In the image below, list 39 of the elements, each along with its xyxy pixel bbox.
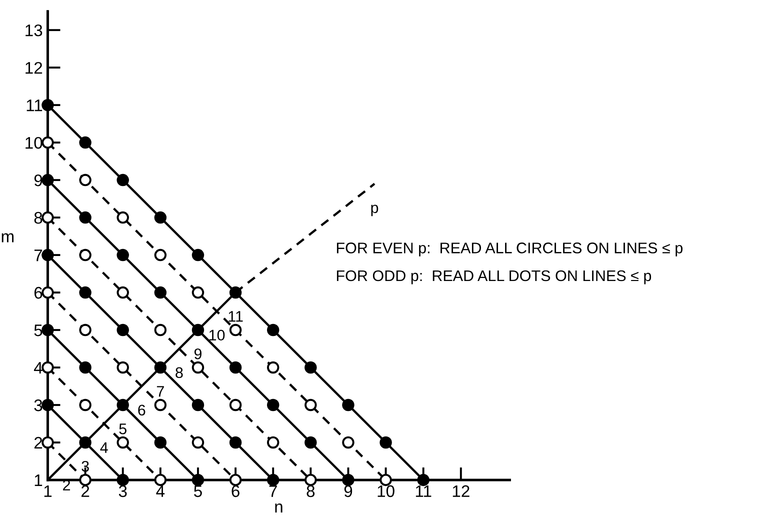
annotation: 9	[194, 348, 202, 360]
x-tick-label: 2	[82, 485, 90, 497]
x-axis-title: n	[275, 503, 282, 512]
y-tick-label: 12	[26, 62, 42, 74]
annotation: p	[371, 204, 378, 216]
annotation: 4	[100, 442, 108, 453]
x-tick-label: 12	[452, 485, 470, 497]
annotation: FOR EVEN p: READ ALL CIRCLES ON LINES ≤ p	[336, 242, 683, 256]
y-tick-label: 10	[26, 136, 42, 149]
annotation: FOR ODD p: READ ALL DOTS ON LINES ≤ p	[336, 270, 652, 284]
annotation: 8	[176, 367, 183, 378]
x-tick-label: 5	[194, 485, 202, 498]
x-tick-label: 6	[232, 485, 240, 498]
annotation: 3	[82, 460, 89, 472]
y-tick-label: 9	[34, 174, 42, 186]
y-tick-label: 11	[26, 100, 42, 112]
y-tick-label: 5	[34, 324, 42, 336]
annotation: 10	[209, 330, 225, 341]
annotation: 7	[156, 386, 164, 397]
annotation: 5	[119, 424, 126, 434]
y-axis-title: m	[2, 233, 14, 242]
annotation: 6	[138, 404, 146, 416]
y-tick-label: 8	[34, 212, 42, 224]
x-tick-label: 1	[44, 485, 52, 497]
x-tick-label: 8	[306, 485, 315, 498]
annotation: 11	[228, 311, 243, 322]
y-tick-label: 13	[26, 24, 42, 36]
x-tick-label: 9	[344, 485, 352, 498]
x-tick-label: 11	[416, 485, 432, 497]
y-tick-label: 4	[34, 362, 42, 374]
y-tick-label: 3	[34, 399, 42, 412]
x-tick-label: 3	[118, 485, 127, 498]
x-tick-label: 7	[269, 485, 277, 497]
y-tick-label: 1	[34, 474, 42, 486]
y-tick-label: 6	[34, 286, 42, 299]
x-tick-label: 4	[156, 485, 165, 497]
y-tick-label: 7	[34, 250, 42, 262]
y-tick-label: 2	[34, 436, 42, 449]
x-tick-label: 10	[378, 485, 394, 498]
